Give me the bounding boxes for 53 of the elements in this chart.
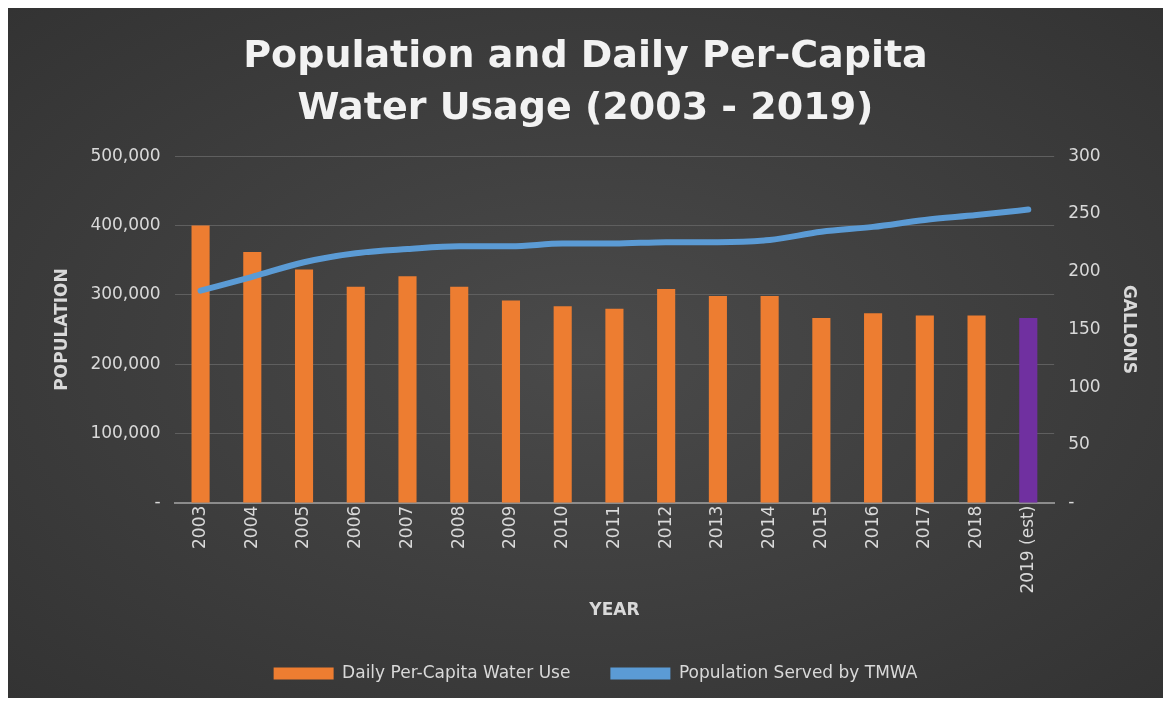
x-tick-label: 2019 (est) [1016,505,1037,594]
x-tick-label: 2006 [344,505,365,549]
x-tick-label: 2003 [188,505,209,549]
y2-tick-label: 150 [1068,317,1101,338]
x-tick-label: 2012 [654,505,675,549]
bar [605,308,624,503]
bar [915,315,934,503]
x-tick-label: 2011 [602,505,623,549]
bar [760,295,779,503]
y2-tick-label: 100 [1068,375,1101,396]
x-tick-label: 2008 [447,505,468,549]
y2-axis-title: GALLONS [1120,284,1141,374]
x-tick-label: 2013 [706,505,727,549]
x-axis-title: YEAR [588,599,640,620]
y-tick-label: 300,000 [90,283,161,304]
y2-tick-label: 250 [1068,202,1101,223]
y-tick-label: 100,000 [90,421,161,442]
y2-tick-label: - [1068,491,1075,512]
bar [294,269,314,503]
bar [553,306,572,503]
y2-tick-label: 300 [1068,144,1101,165]
y2-tick-label: 50 [1068,433,1090,454]
x-tick-label: 2014 [758,505,779,549]
bar [346,286,365,503]
y-tick-label: 500,000 [90,144,161,165]
x-tick-label: 2015 [809,505,830,549]
bar [450,286,469,503]
legend-label: Population Served by TMWA [678,661,918,682]
x-tick-label: 2016 [861,505,882,549]
y-tick-label: - [154,491,161,512]
bar [864,313,883,503]
bar [501,300,521,503]
chart-title: Population and Daily Per-Capita Water Usage (2003 - 2019) [242,31,929,130]
bar [1019,317,1038,503]
x-tick-label: 2018 [964,505,985,549]
y-axis-title: POPULATION [50,268,71,391]
bar [398,276,417,503]
x-tick-label: 2009 [499,505,520,549]
y-tick-label: 400,000 [90,213,161,234]
bar [708,295,727,503]
x-tick-label: 2005 [292,505,313,549]
bar [967,315,986,503]
legend-label: Daily Per-Capita Water Use [342,661,571,682]
y2-tick-label: 200 [1068,260,1101,281]
x-tick-label: 2007 [395,505,416,549]
bar [191,225,210,503]
x-tick-label: 2010 [551,505,572,549]
bar [812,317,831,503]
bar [243,252,262,503]
x-tick-label: 2004 [240,505,261,549]
x-tick-label: 2017 [913,505,934,549]
y-tick-label: 200,000 [90,352,161,373]
bar [657,289,676,503]
